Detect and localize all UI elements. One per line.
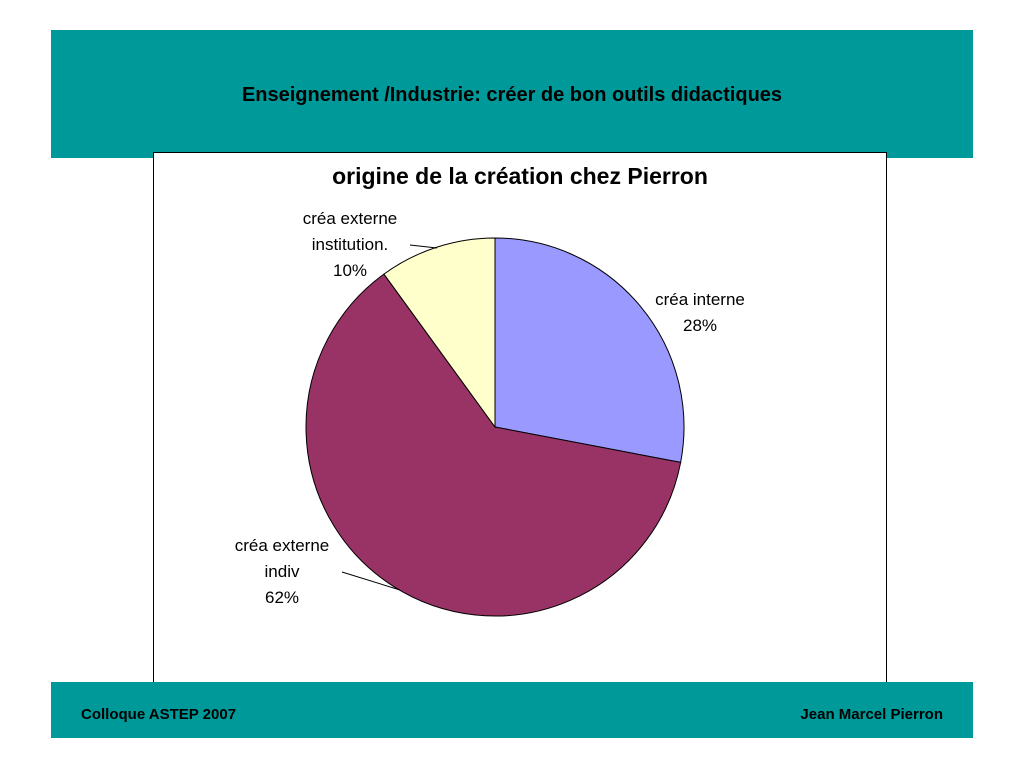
slice-percent: 62%	[264, 588, 300, 607]
slice-percent: 10%	[332, 261, 368, 280]
pie-slice	[383, 237, 496, 429]
slice-label: créa externe indiv	[234, 536, 330, 581]
footer-left: Colloque ASTEP 2007	[81, 706, 237, 723]
header-band	[51, 30, 973, 158]
leader-line	[341, 571, 401, 591]
slide-title: Enseignement /Industrie: créer de bon ou…	[241, 84, 783, 106]
slice-percent: 28%	[682, 316, 718, 335]
pie-slice	[305, 273, 682, 617]
slice-label: créa externe institution.	[302, 209, 398, 254]
footer-right: Jean Marcel Pierron	[800, 706, 943, 723]
footer-band	[51, 682, 973, 738]
chart-title: origine de la création chez Pierron	[332, 163, 708, 189]
pie-slice	[494, 237, 685, 463]
leader-line	[409, 244, 438, 249]
slice-label: créa interne	[655, 290, 745, 309]
